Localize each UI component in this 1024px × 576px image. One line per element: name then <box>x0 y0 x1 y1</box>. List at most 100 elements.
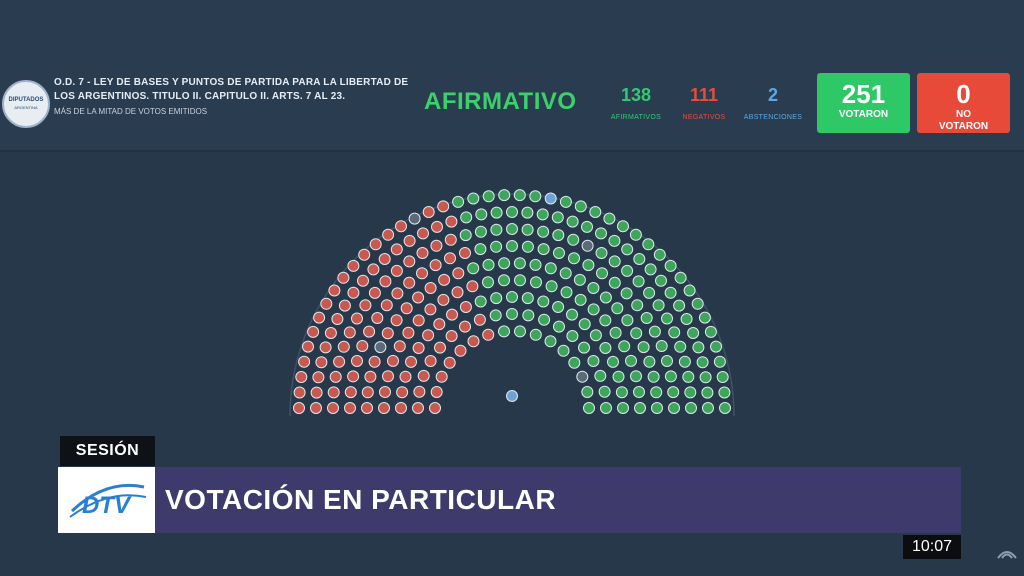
seat-marker <box>594 369 607 382</box>
seat-marker <box>351 355 363 367</box>
seat-marker <box>424 355 437 367</box>
seat-marker <box>667 386 680 399</box>
negativos-count: 111 <box>689 85 719 105</box>
seat-marker <box>422 329 435 342</box>
seat-marker <box>521 240 534 253</box>
seat-marker <box>430 386 443 398</box>
vote-title: O.D. 7 - LEY DE BASES Y PUNTOS DE PARTID… <box>54 77 409 102</box>
seat-marker <box>347 259 360 272</box>
seat-marker <box>416 267 428 280</box>
seat-marker <box>600 402 612 414</box>
seat-marker <box>521 223 534 236</box>
seat-marker <box>324 327 337 339</box>
seat-marker <box>587 282 600 294</box>
seat-marker <box>560 286 573 299</box>
seat-marker <box>405 355 417 368</box>
seat-marker <box>573 273 586 286</box>
lower-third-banner: VOTACIÓN EN PARTICULAR <box>155 467 961 533</box>
seat-marker <box>459 229 472 242</box>
seat-marker <box>568 356 581 369</box>
seat-marker <box>390 264 403 277</box>
seat-marker <box>521 292 534 305</box>
seat-marker <box>482 190 495 203</box>
seat-marker <box>490 206 503 219</box>
clock: 10:07 <box>903 535 961 559</box>
seat-marker <box>698 311 711 324</box>
seat-marker <box>378 253 391 265</box>
seat-marker <box>424 303 437 316</box>
seat-marker <box>433 318 446 331</box>
session-label: SESIÓN <box>60 436 155 466</box>
seat-marker <box>668 402 680 414</box>
seat-marker <box>680 313 693 325</box>
seat-marker <box>696 356 709 369</box>
seat-marker <box>608 276 621 289</box>
seat-marker <box>537 225 550 238</box>
seat-marker <box>452 267 465 280</box>
seat-marker <box>356 340 369 352</box>
seat-marker <box>403 255 416 268</box>
seat-marker <box>403 276 416 289</box>
seat-marker <box>609 326 622 339</box>
seat-marker <box>454 344 467 357</box>
seat-marker <box>521 206 534 219</box>
seat-marker <box>612 370 625 383</box>
seat-marker <box>691 297 704 310</box>
seat-marker <box>498 257 511 270</box>
seat-marker <box>642 238 655 251</box>
seat-marker <box>640 312 653 324</box>
seat-marker <box>347 370 360 383</box>
no-votaron-count: 0 <box>956 79 971 109</box>
seat-marker <box>529 258 542 271</box>
seat-marker <box>631 299 644 312</box>
hemicycle-outline <box>289 193 735 417</box>
negativos-label: NEGATIVOS <box>682 114 726 121</box>
seat-marker <box>293 402 305 414</box>
seat-marker <box>620 287 633 300</box>
seat-marker <box>307 325 320 338</box>
seat-marker <box>553 320 565 333</box>
seat-marker <box>668 326 681 339</box>
seat-marker <box>687 327 700 339</box>
seat-marker <box>621 243 634 256</box>
seat-marker <box>467 335 480 348</box>
seat-marker <box>367 263 380 276</box>
seat-marker <box>412 402 424 414</box>
seat-marker <box>599 342 612 354</box>
seat-marker <box>452 195 465 208</box>
seat-marker <box>630 370 642 383</box>
seat-marker <box>403 234 416 247</box>
seat-marker <box>391 287 404 300</box>
seat-marker <box>329 370 342 383</box>
seat-marker <box>506 291 518 303</box>
seat-marker <box>490 240 503 253</box>
seat-marker <box>611 302 624 315</box>
seat-marker <box>650 386 663 399</box>
dtv-logo-text: DTV <box>82 492 132 519</box>
seat-marker <box>678 355 691 368</box>
seat-marker <box>664 259 677 272</box>
seat-marker <box>664 286 677 299</box>
seat-marker <box>498 325 510 338</box>
seat-marker <box>295 371 308 383</box>
seat-marker <box>344 402 356 414</box>
seat-marker <box>607 355 619 368</box>
seat-marker <box>310 386 323 399</box>
seat-marker <box>599 314 612 327</box>
seat-marker <box>710 340 722 353</box>
seat-marker <box>371 312 384 324</box>
seat-marker <box>567 233 580 246</box>
no-votaron-box: 0 NO VOTARON <box>917 73 1010 133</box>
seat-marker <box>368 286 381 299</box>
seat-marker <box>653 248 666 261</box>
seat-marker <box>363 325 376 338</box>
seat-marker <box>629 228 642 241</box>
seat-marker <box>615 386 628 399</box>
seat-marker <box>683 284 696 297</box>
seat-marker <box>685 402 697 414</box>
dtv-logo-graphic: DTV <box>69 483 147 519</box>
seat-marker <box>467 262 480 275</box>
seat-marker <box>530 276 542 289</box>
seat-marker <box>327 386 340 399</box>
seat-marker <box>387 354 399 367</box>
